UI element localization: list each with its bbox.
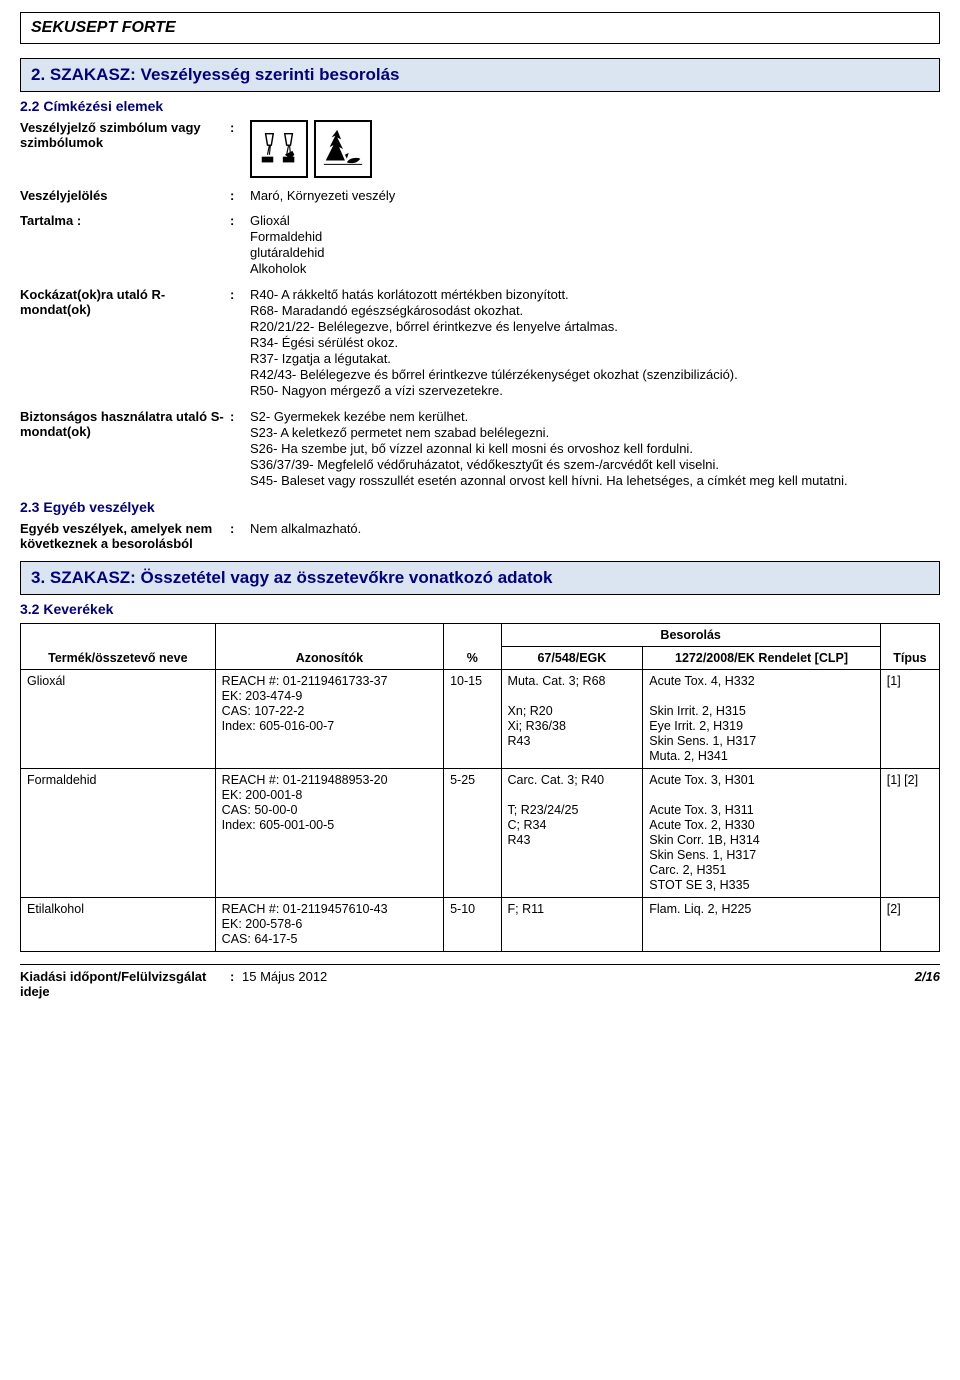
table-cell: REACH #: 01-2119457610-43EK: 200-578-6CA… xyxy=(215,898,443,952)
colon: : xyxy=(230,120,250,178)
text-line: S23- A keletkező permetet nem szabad bel… xyxy=(250,425,940,440)
table-cell: 10-15 xyxy=(444,670,501,769)
text-line: R68- Maradandó egészségkárosodást okozha… xyxy=(250,303,940,318)
label: Biztonságos használatra utaló S-mondat(o… xyxy=(20,409,230,489)
col-clp: 1272/2008/EK Rendelet [CLP] xyxy=(643,647,881,670)
table-cell: REACH #: 01-2119488953-20EK: 200-001-8CA… xyxy=(215,769,443,898)
colon: : xyxy=(230,969,242,999)
table-cell: Acute Tox. 3, H301 Acute Tox. 3, H311Acu… xyxy=(643,769,881,898)
table-cell: Carc. Cat. 3; R40 T; R23/24/25C; R34R43 xyxy=(501,769,643,898)
table-cell: 5-25 xyxy=(444,769,501,898)
table-row: EtilalkoholREACH #: 01-2119457610-43EK: … xyxy=(21,898,940,952)
colon: : xyxy=(230,521,250,551)
text-line: R42/43- Belélegezve és bőrrel érintkezve… xyxy=(250,367,940,382)
s-phrases-list: S2- Gyermekek kezébe nem kerülhet.S23- A… xyxy=(250,409,940,489)
table-cell: Flam. Liq. 2, H225 xyxy=(643,898,881,952)
text-line: S45- Baleset vagy rosszullét esetén azon… xyxy=(250,473,940,488)
text-line: S36/37/39- Megfelelő védőruházatot, védő… xyxy=(250,457,940,472)
value: Nem alkalmazható. xyxy=(250,521,940,551)
contents-row: Tartalma : : GlioxálFormaldehidglutárald… xyxy=(20,213,940,277)
symbol-row: Veszélyjelző szimbólum vagy szimbólumok … xyxy=(20,120,940,178)
corrosive-icon xyxy=(250,120,308,178)
text-line: S26- Ha szembe jut, bő vízzel azonnal ki… xyxy=(250,441,940,456)
other-hazards-sub: 2.3 Egyéb veszélyek xyxy=(20,499,940,515)
besorolas-header: Besorolás xyxy=(501,624,880,647)
colon: : xyxy=(230,213,250,277)
footer-date: 15 Május 2012 xyxy=(242,969,915,999)
symbol-label: Veszélyjelző szimbólum vagy szimbólumok xyxy=(20,120,230,178)
table-cell: Muta. Cat. 3; R68 Xn; R20Xi; R36/38R43 xyxy=(501,670,643,769)
label: Veszélyjelölés xyxy=(20,188,230,203)
text-line: R40- A rákkeltő hatás korlátozott mérték… xyxy=(250,287,940,302)
text-line: R20/21/22- Belélegezve, bőrrel érintkezv… xyxy=(250,319,940,334)
text-line: glutáraldehid xyxy=(250,245,940,260)
table-cell: Formaldehid xyxy=(21,769,216,898)
text-line: R34- Égési sérülést okoz. xyxy=(250,335,940,350)
col-ids: Azonosítók xyxy=(215,647,443,670)
table-cell: Etilalkohol xyxy=(21,898,216,952)
colon: : xyxy=(230,409,250,489)
table-row: GlioxálREACH #: 01-2119461733-37EK: 203-… xyxy=(21,670,940,769)
text-line: S2- Gyermekek kezébe nem kerülhet. xyxy=(250,409,940,424)
table-row: FormaldehidREACH #: 01-2119488953-20EK: … xyxy=(21,769,940,898)
section3-heading: 3. SZAKASZ: Összetétel vagy az összetevő… xyxy=(20,561,940,595)
table-cell: [1] xyxy=(880,670,939,769)
hazard-symbols xyxy=(250,120,940,178)
label: Kockázat(ok)ra utaló R-mondat(ok) xyxy=(20,287,230,399)
product-title: SEKUSEPT FORTE xyxy=(20,12,940,44)
col-name: Termék/összetevő neve xyxy=(21,647,216,670)
s-phrases-row: Biztonságos használatra utaló S-mondat(o… xyxy=(20,409,940,489)
table-cell: 5-10 xyxy=(444,898,501,952)
table-cell: REACH #: 01-2119461733-37EK: 203-474-9CA… xyxy=(215,670,443,769)
section2-heading: 2. SZAKASZ: Veszélyesség szerinti besoro… xyxy=(20,58,940,92)
text-line: R50- Nagyon mérgező a vízi szervezetekre… xyxy=(250,383,940,398)
colon: : xyxy=(230,188,250,203)
label: Tartalma : xyxy=(20,213,230,277)
environment-icon xyxy=(314,120,372,178)
table-cell: [2] xyxy=(880,898,939,952)
contents-list: GlioxálFormaldehidglutáraldehidAlkoholok xyxy=(250,213,940,277)
col-type: Típus xyxy=(880,647,939,670)
page-footer: Kiadási időpont/Felülvizsgálat ideje : 1… xyxy=(20,964,940,999)
composition-table: Besorolás Termék/összetevő neve Azonosít… xyxy=(20,623,940,952)
table-cell: [1] [2] xyxy=(880,769,939,898)
colon: : xyxy=(230,287,250,399)
section2-sub: 2.2 Címkézési elemek xyxy=(20,98,940,114)
footer-page: 2/16 xyxy=(915,969,940,999)
table-cell: F; R11 xyxy=(501,898,643,952)
label: Egyéb veszélyek, amelyek nem következnek… xyxy=(20,521,230,551)
col-pct: % xyxy=(444,647,501,670)
text-line: Alkoholok xyxy=(250,261,940,276)
text-line: Formaldehid xyxy=(250,229,940,244)
table-cell: Acute Tox. 4, H332 Skin Irrit. 2, H315Ey… xyxy=(643,670,881,769)
section3-sub: 3.2 Keverékek xyxy=(20,601,940,617)
text-line: Glioxál xyxy=(250,213,940,228)
table-cell: Glioxál xyxy=(21,670,216,769)
r-phrases-row: Kockázat(ok)ra utaló R-mondat(ok) : R40-… xyxy=(20,287,940,399)
value: Maró, Környezeti veszély xyxy=(250,188,940,203)
other-hazards-row: Egyéb veszélyek, amelyek nem következnek… xyxy=(20,521,940,551)
hazard-designation-row: Veszélyjelölés : Maró, Környezeti veszél… xyxy=(20,188,940,203)
col-egk: 67/548/EGK xyxy=(501,647,643,670)
footer-label: Kiadási időpont/Felülvizsgálat ideje xyxy=(20,969,230,999)
text-line: R37- Izgatja a légutakat. xyxy=(250,351,940,366)
r-phrases-list: R40- A rákkeltő hatás korlátozott mérték… xyxy=(250,287,940,399)
